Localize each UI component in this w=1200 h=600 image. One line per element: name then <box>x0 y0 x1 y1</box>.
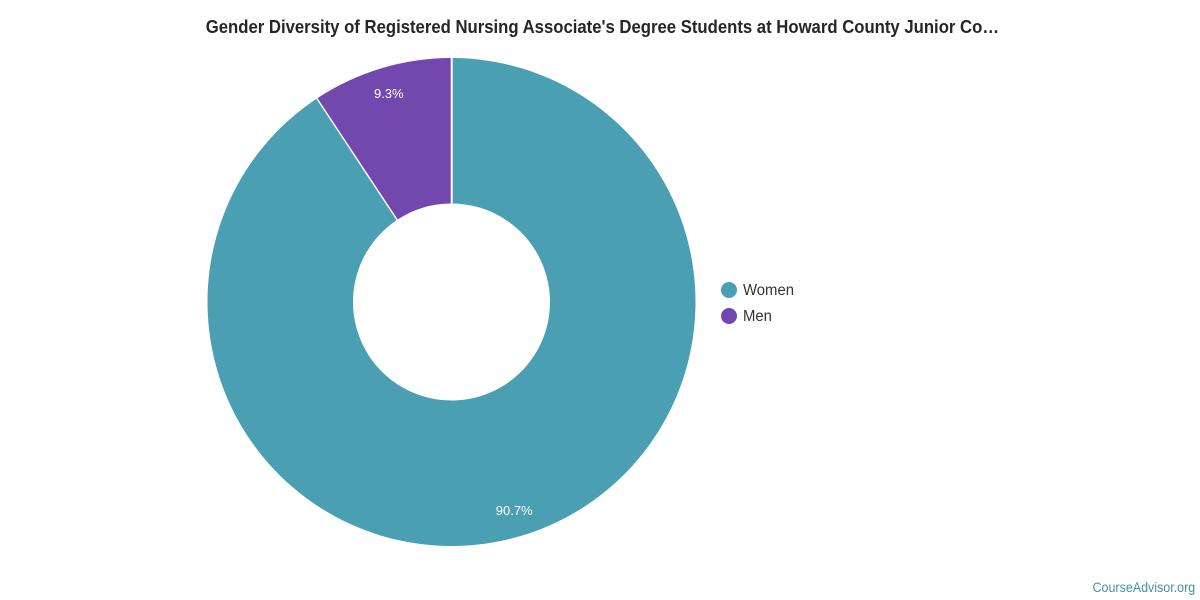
svg-text:90.7%: 90.7% <box>496 503 533 518</box>
svg-text:9.3%: 9.3% <box>374 86 404 101</box>
